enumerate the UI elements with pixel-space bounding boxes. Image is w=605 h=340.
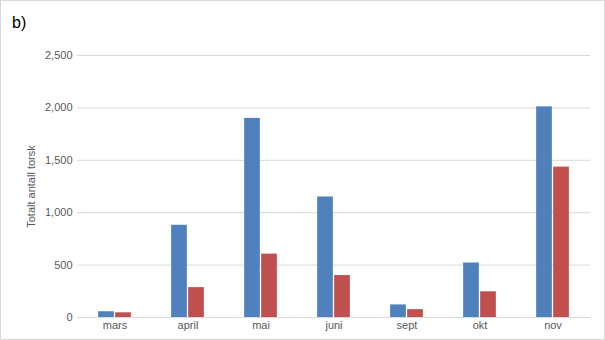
svg-text:juni: juni [324,319,342,331]
svg-text:500: 500 [54,259,72,271]
svg-text:1,000: 1,000 [45,206,73,218]
svg-text:1,500: 1,500 [45,154,73,166]
svg-text:mars: mars [103,319,128,331]
svg-text:2,500: 2,500 [45,49,73,61]
svg-text:0: 0 [66,311,72,323]
svg-text:2,000: 2,000 [45,101,73,113]
svg-text:nov: nov [544,319,562,331]
html-text:b): b) [12,14,27,31]
svg-text:april: april [178,319,199,331]
svg-text:mai: mai [252,319,270,331]
svg-text:sept: sept [397,319,418,331]
svg-text:okt: okt [473,319,488,331]
svg-text:Totalt antall torsk: Totalt antall torsk [25,145,37,228]
